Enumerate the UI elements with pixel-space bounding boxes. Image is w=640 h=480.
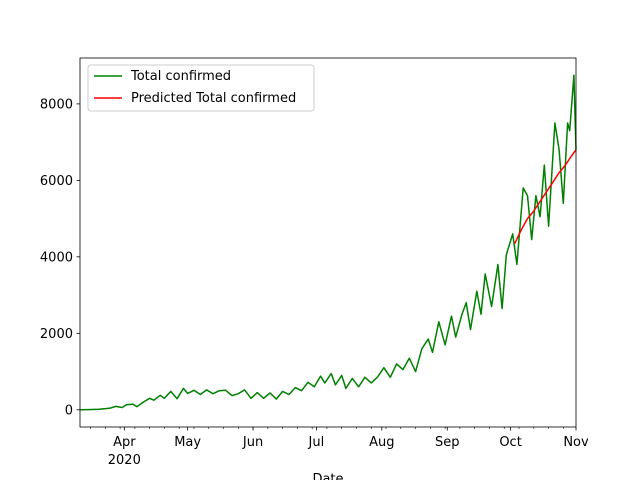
x-axis-title: Date [312, 472, 343, 480]
y-axis: 0 2000 4000 6000 8000 [40, 97, 80, 418]
y-tick-label: 4000 [40, 250, 73, 265]
series-line-0 [79, 74, 577, 411]
x-tick-label: Jun [242, 435, 263, 450]
x-tick-label: Sep [435, 435, 460, 450]
series-line-1 [514, 149, 577, 244]
x-tick-label: Nov [563, 435, 589, 450]
legend: Total confirmed Predicted Total confirme… [87, 64, 315, 112]
series-layer [79, 74, 577, 411]
y-tick-label: 6000 [40, 174, 73, 189]
x-tick-sublabel: 2020 [108, 453, 141, 468]
y-tick-label: 0 [65, 403, 73, 418]
x-axis: Apr 2020 May Jun Jul Aug Sep Oct Nov [90, 427, 589, 468]
y-tick-label: 8000 [40, 97, 73, 112]
plot-frame [79, 57, 577, 428]
x-tick-label: Aug [369, 435, 394, 450]
x-tick-label: May [174, 435, 201, 450]
legend-label-predicted: Predicted Total confirmed [131, 91, 296, 106]
x-tick-label: Apr [113, 435, 136, 450]
y-tick-label: 2000 [40, 327, 73, 342]
legend-box [87, 64, 315, 112]
legend-label-total-confirmed: Total confirmed [130, 69, 231, 84]
x-tick-label: Oct [499, 435, 521, 450]
x-tick-label: Jul [308, 435, 325, 450]
